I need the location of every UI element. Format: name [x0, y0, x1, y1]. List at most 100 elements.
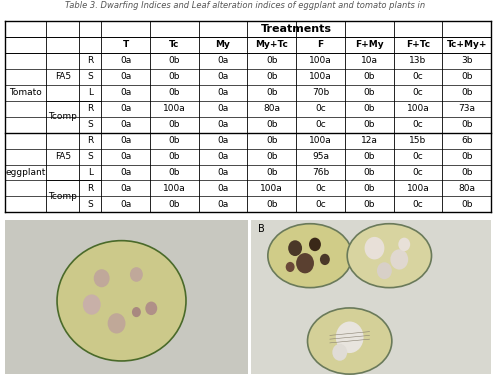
Text: Tc+My+: Tc+My+ — [446, 40, 487, 49]
Text: 0b: 0b — [169, 152, 180, 161]
Text: 0b: 0b — [461, 120, 472, 129]
Text: 15b: 15b — [409, 136, 427, 145]
Text: L: L — [88, 88, 93, 97]
Text: 0a: 0a — [217, 200, 229, 209]
Text: 0a: 0a — [217, 72, 229, 81]
Text: FA5: FA5 — [55, 72, 71, 81]
Text: F+Tc: F+Tc — [406, 40, 430, 49]
Text: 0b: 0b — [169, 120, 180, 129]
Text: 80a: 80a — [263, 104, 280, 113]
Text: 0c: 0c — [413, 152, 423, 161]
Text: 10a: 10a — [361, 56, 378, 65]
Text: 0b: 0b — [266, 200, 277, 209]
Text: F+My: F+My — [355, 40, 383, 49]
Ellipse shape — [336, 321, 364, 353]
Text: Table 3. Dwarfing Indices and Leaf alteration indices of eggplant and tomato pla: Table 3. Dwarfing Indices and Leaf alter… — [65, 1, 431, 10]
Ellipse shape — [94, 269, 110, 287]
Text: Tc: Tc — [169, 40, 180, 49]
Text: 0b: 0b — [266, 56, 277, 65]
Text: 0a: 0a — [120, 168, 131, 177]
Text: 0a: 0a — [120, 136, 131, 145]
Text: 0c: 0c — [413, 72, 423, 81]
Text: 0a: 0a — [217, 120, 229, 129]
Ellipse shape — [130, 267, 143, 282]
Text: Tcomp: Tcomp — [49, 192, 77, 201]
Text: 0b: 0b — [169, 168, 180, 177]
Ellipse shape — [145, 302, 157, 315]
Text: 0a: 0a — [217, 88, 229, 97]
Text: S: S — [87, 200, 93, 209]
Text: 0b: 0b — [266, 120, 277, 129]
Text: 0b: 0b — [364, 104, 375, 113]
Text: 0b: 0b — [461, 168, 472, 177]
Ellipse shape — [308, 308, 392, 374]
Bar — [251, 220, 491, 374]
Text: 0a: 0a — [217, 136, 229, 145]
Ellipse shape — [347, 224, 432, 288]
Text: 0a: 0a — [120, 104, 131, 113]
Text: 0c: 0c — [413, 88, 423, 97]
Text: 100a: 100a — [163, 104, 186, 113]
Ellipse shape — [83, 294, 101, 315]
Text: 0a: 0a — [120, 120, 131, 129]
Ellipse shape — [390, 249, 408, 270]
Text: 100a: 100a — [407, 104, 430, 113]
Text: 0b: 0b — [364, 152, 375, 161]
Ellipse shape — [398, 238, 410, 251]
Text: Tcomp: Tcomp — [49, 112, 77, 121]
Text: 0b: 0b — [364, 168, 375, 177]
Text: 80a: 80a — [458, 184, 475, 193]
Ellipse shape — [288, 240, 302, 256]
Text: R: R — [87, 104, 93, 113]
Ellipse shape — [320, 254, 330, 265]
Text: 100a: 100a — [309, 72, 332, 81]
Text: 0b: 0b — [169, 136, 180, 145]
Text: S: S — [87, 72, 93, 81]
Ellipse shape — [332, 344, 347, 361]
Text: 0b: 0b — [266, 88, 277, 97]
Text: 0a: 0a — [217, 104, 229, 113]
Text: 3b: 3b — [461, 56, 472, 65]
Text: 0b: 0b — [169, 200, 180, 209]
Text: 0a: 0a — [217, 184, 229, 193]
Ellipse shape — [365, 237, 384, 259]
Ellipse shape — [108, 313, 125, 334]
Text: 0b: 0b — [266, 136, 277, 145]
Ellipse shape — [296, 253, 314, 273]
Text: 0b: 0b — [364, 72, 375, 81]
Text: 0b: 0b — [169, 72, 180, 81]
Text: 100a: 100a — [407, 184, 430, 193]
Text: FA5: FA5 — [55, 152, 71, 161]
Text: T: T — [123, 40, 128, 49]
Text: 0a: 0a — [120, 184, 131, 193]
Text: R: R — [87, 184, 93, 193]
Ellipse shape — [309, 238, 321, 251]
Text: 0a: 0a — [120, 56, 131, 65]
Text: 0a: 0a — [120, 200, 131, 209]
Text: 95a: 95a — [312, 152, 329, 161]
Text: 100a: 100a — [260, 184, 283, 193]
Text: 0b: 0b — [364, 88, 375, 97]
Text: My+Tc: My+Tc — [255, 40, 288, 49]
Text: 0a: 0a — [217, 56, 229, 65]
Text: 0c: 0c — [413, 168, 423, 177]
Text: 0b: 0b — [364, 184, 375, 193]
Text: 0b: 0b — [169, 56, 180, 65]
Text: 0b: 0b — [461, 72, 472, 81]
Text: Treatments: Treatments — [260, 24, 332, 34]
Text: 0a: 0a — [217, 168, 229, 177]
Text: 0b: 0b — [169, 88, 180, 97]
Bar — [5, 220, 248, 374]
Text: My: My — [216, 40, 231, 49]
Text: 100a: 100a — [309, 56, 332, 65]
Bar — [251, 220, 491, 374]
Text: 0b: 0b — [461, 152, 472, 161]
Text: 73a: 73a — [458, 104, 475, 113]
Ellipse shape — [57, 241, 186, 361]
Text: 76b: 76b — [312, 168, 329, 177]
Ellipse shape — [286, 262, 295, 272]
Text: 0b: 0b — [364, 120, 375, 129]
Text: 100a: 100a — [163, 184, 186, 193]
Text: Tomato: Tomato — [9, 88, 42, 97]
Text: R: R — [87, 56, 93, 65]
